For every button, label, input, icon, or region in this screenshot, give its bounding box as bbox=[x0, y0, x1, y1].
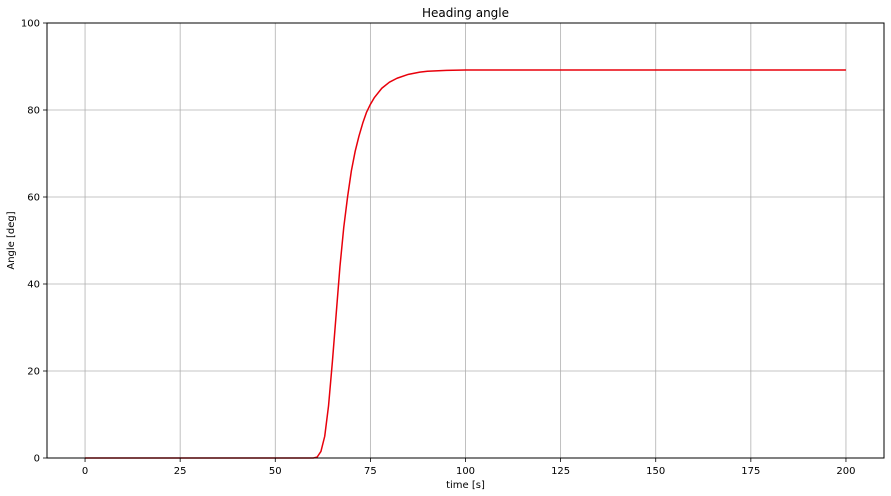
y-tick-label: 0 bbox=[34, 454, 40, 465]
y-tick-label: 100 bbox=[21, 19, 40, 30]
x-axis-label: time [s] bbox=[446, 480, 485, 491]
axis-ticks: 0 25 50 75 100 125 150 175 200 0 20 40 60 80 100 bbox=[21, 19, 856, 478]
x-tick-label: 175 bbox=[741, 466, 760, 477]
x-tick-label: 75 bbox=[364, 466, 377, 477]
x-tick-label: 50 bbox=[269, 466, 282, 477]
x-tick-label: 200 bbox=[836, 466, 855, 477]
x-tick-label: 150 bbox=[646, 466, 665, 477]
x-tick-label: 100 bbox=[456, 466, 475, 477]
x-tick-label: 125 bbox=[551, 466, 570, 477]
x-tick-label: 25 bbox=[174, 466, 187, 477]
y-tick-label: 40 bbox=[27, 280, 40, 291]
y-tick-label: 60 bbox=[27, 193, 40, 204]
chart-title: Heading angle bbox=[422, 6, 509, 20]
y-tick-label: 80 bbox=[27, 106, 40, 117]
y-axis-label: Angle [deg] bbox=[6, 211, 17, 269]
y-tick-label: 20 bbox=[27, 367, 40, 378]
x-tick-label: 0 bbox=[82, 466, 88, 477]
